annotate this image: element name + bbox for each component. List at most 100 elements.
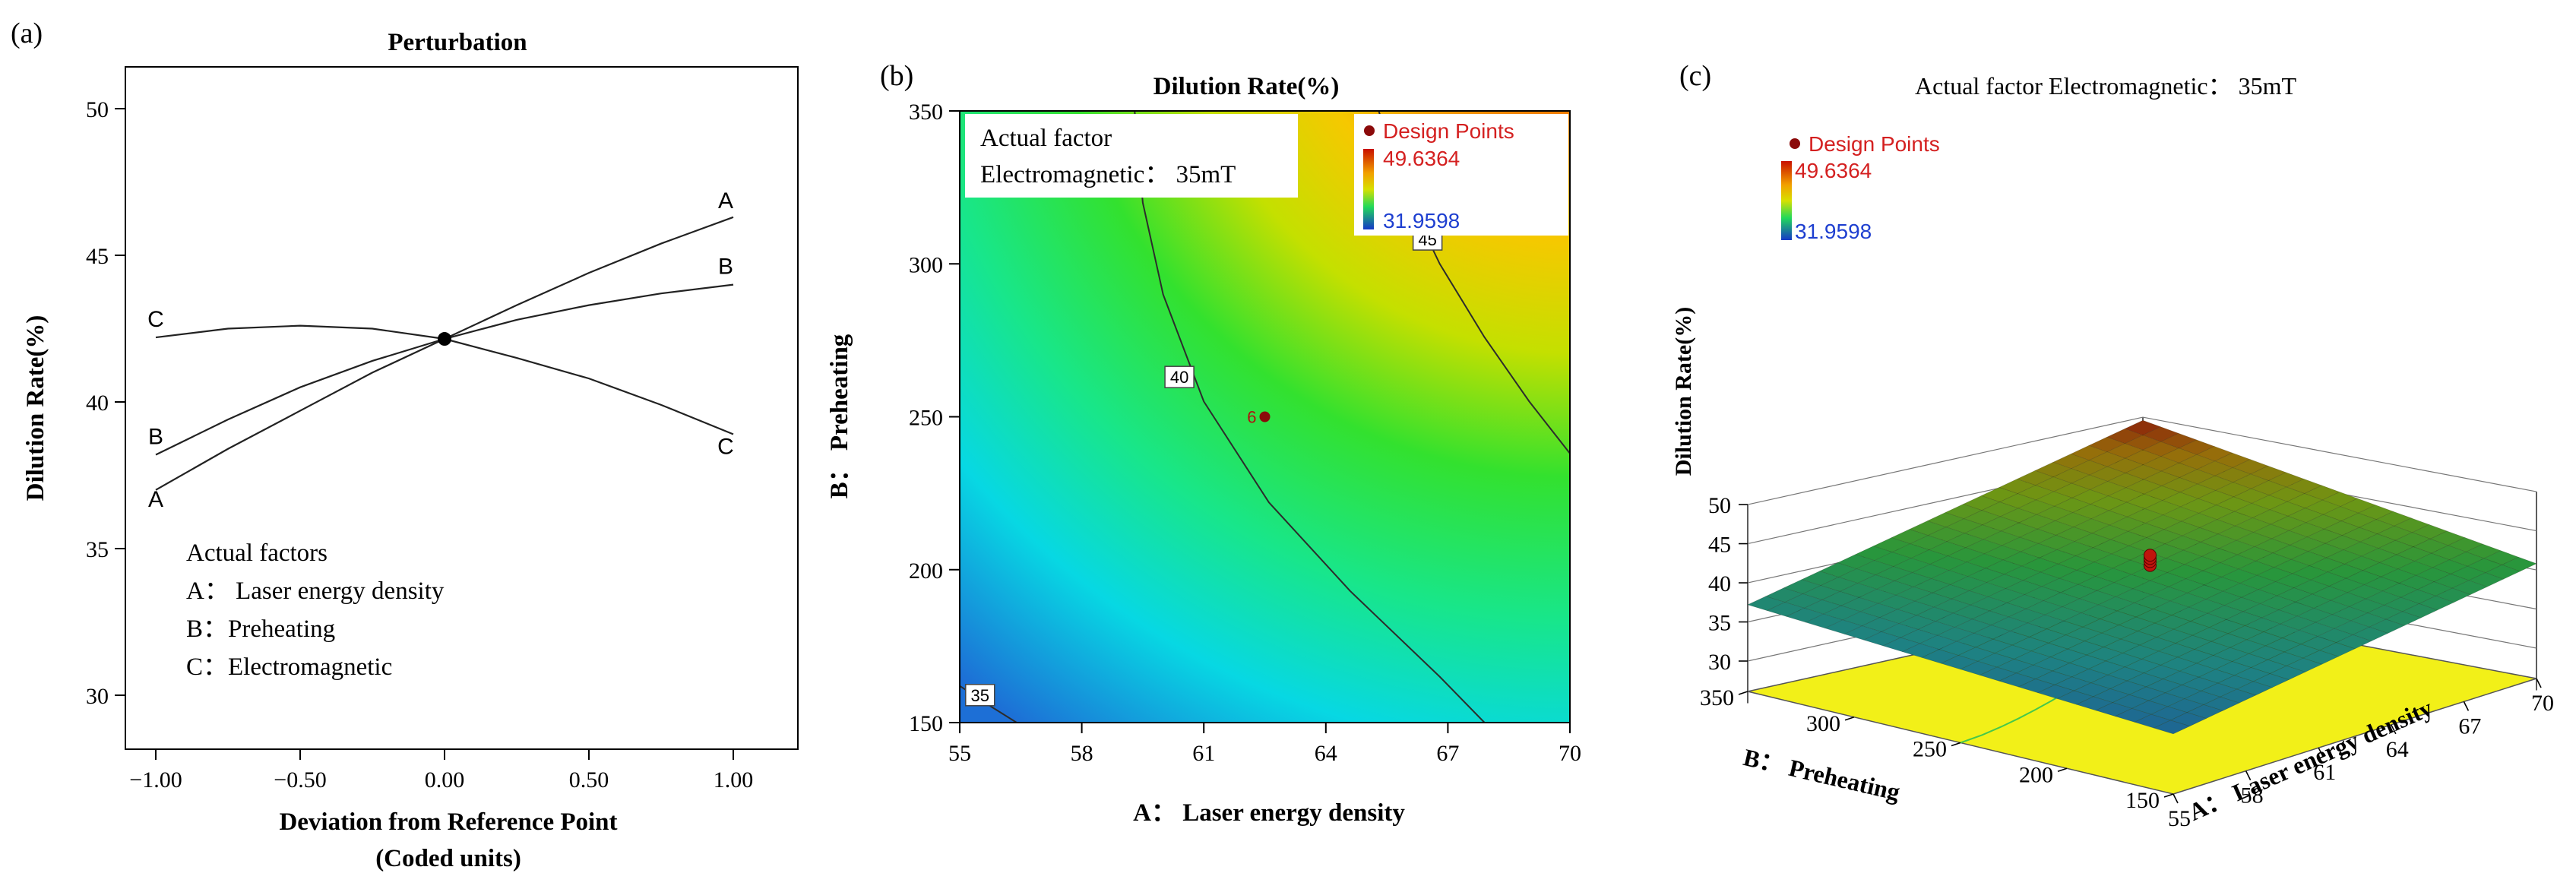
panel-c-z-tick-label: 30 [1708, 650, 1731, 675]
panel-c-x-tick [2463, 701, 2470, 711]
panel-c-surface-cell [2218, 539, 2255, 555]
panel-c-design-points [2144, 549, 2157, 572]
panel-c-surface-cell [2057, 555, 2095, 571]
panel-c-surface-cell [2292, 565, 2329, 581]
panel-c-surface-cell [1960, 660, 1998, 675]
panel-c-surface-cell [2220, 568, 2258, 584]
panel-a-y-tick-label: 45 [86, 244, 109, 269]
panel-a-title: Perturbation [388, 29, 527, 56]
panel-c-surface-cell [1900, 629, 1938, 644]
panel-b-legend-min: 31.9598 [1383, 209, 1460, 233]
panel-a-perturbation: (a) Perturbation −1.00 −0.50 0.00 0.50 1.00 3… [11, 17, 799, 872]
panel-c-surface-cell [2313, 600, 2350, 615]
panel-a-factor-c: C：Electromagnetic [186, 653, 392, 681]
panel-b-factor-line2: Electromagnetic： 35mT [980, 161, 1236, 188]
panel-c-legend-min: 31.9598 [1795, 220, 1872, 243]
panel-c-surface-cell [2468, 572, 2505, 587]
panel-b-legend-title: Design Points [1383, 119, 1514, 143]
panel-b-colorbar [1363, 149, 1374, 229]
panel-c-surface-cell [2179, 498, 2217, 514]
panel-c-label: (c) [1679, 60, 1711, 92]
panel-c-surface-cell [2142, 456, 2180, 472]
panel-c-surface-cell [1980, 487, 2018, 503]
panel-c-surface-cell [2087, 660, 2126, 675]
panel-c-surface-cell [2214, 482, 2252, 498]
panel-c-surface-cell [2080, 604, 2119, 619]
panel-c-surface-cell [1990, 616, 2029, 631]
panel-c-surface-cell [2028, 628, 2067, 644]
panel-c-surface-cell [1952, 604, 1991, 620]
panel-c-surface-cell [2015, 664, 2054, 679]
panel-c-surface-cell [2112, 559, 2150, 575]
panel-c-x-tick-label: 61 [2313, 760, 2336, 785]
panel-c-surface-cell [2153, 720, 2191, 735]
panel-c-surface-cell [2106, 473, 2144, 489]
panel-c-surface-cell [2258, 581, 2295, 596]
panel-c-surface-cell [2126, 672, 2164, 688]
panel-c-surface-cell [2283, 644, 2321, 659]
panel-c-surface-cell [1908, 520, 1947, 536]
panel-b-contour-label-box [965, 684, 995, 707]
panel-c-surface-cell [2071, 460, 2109, 476]
panel-c-z-tick-label: 50 [1708, 493, 1731, 518]
panel-b-contour-label-box [1164, 365, 1195, 388]
panel-c-surface-cell [1878, 609, 1917, 624]
panel-a-factor-b: B：Preheating [186, 615, 335, 643]
panel-c-surface-cell [2156, 628, 2194, 644]
panel-b-design-points: 6 [1247, 408, 1271, 427]
panel-b-x-tick-label: 64 [1315, 741, 1337, 766]
panel-c-surface-cell [1882, 637, 1921, 653]
panel-a-series: A A B B C C [147, 188, 734, 512]
panel-c-x-tick-label: 58 [2241, 783, 2264, 808]
panel-c-x-tick-label: 67 [2458, 713, 2481, 739]
panel-c-surface-cell [2435, 587, 2471, 603]
panel-a-series-label-right: C [717, 434, 734, 459]
panel-c-surface-cell [2207, 605, 2244, 620]
panel-c-surface-cell [2216, 511, 2254, 527]
panel-c-surface-cell [2073, 518, 2111, 534]
panel-c-surface-cell [1935, 612, 1973, 628]
panel-a-y-tick-label: 30 [86, 684, 109, 709]
panel-c-y-axis-label: B： Preheating [1741, 743, 1903, 805]
panel-c-surface-cell [2149, 572, 2187, 587]
panel-c-z-tick-label: 45 [1708, 533, 1731, 558]
panel-b-x-tick-label: 67 [1436, 741, 1459, 766]
panel-c-x-tick-label: 64 [2386, 737, 2409, 762]
panel-a-y-axis-label: Dilution Rate(%) [22, 315, 49, 501]
panel-b-contour-line-40 [1134, 111, 1486, 723]
panel-c-x-tick-label: 55 [2168, 806, 2191, 831]
panel-c-surface-cell [2005, 580, 2043, 595]
panel-c-z-gridline [1747, 416, 2537, 505]
panel-b-x-tick-label: 58 [1071, 741, 1093, 766]
panel-b-legend-box [1354, 114, 1568, 236]
panel-a-factor-a: A： Laser energy density [186, 577, 445, 605]
panel-c-surface-cell [2071, 489, 2109, 505]
panel-c-y-tick [1844, 716, 1855, 721]
panel-c-x-tick [2536, 678, 2542, 688]
panel-a-reference-point [438, 332, 451, 346]
panel-a-series-label-right: A [718, 188, 733, 214]
panel-a-series-line-b [155, 283, 734, 456]
panel-c-title: Actual factor Electromagnetic： 35mT [1915, 72, 2296, 100]
panel-c-surface-cell [2398, 574, 2435, 590]
panel-c-y-tick [1738, 691, 1748, 695]
panel-a-x-tick-label: −0.50 [274, 767, 326, 793]
panel-c-surface-cell [2037, 535, 2075, 550]
panel-c-surface-cell [2049, 648, 2087, 663]
panel-c-surface-cell [2020, 543, 2058, 558]
panel-c-y-tick-label: 150 [2125, 788, 2160, 813]
panel-c-surface-cell [2161, 492, 2199, 508]
panel-c-surface-cell [2152, 600, 2190, 615]
panel-a-x-axis-label-line1: Deviation from Reference Point [279, 808, 617, 836]
panel-c-surface-cell [1971, 610, 2010, 625]
panel-a-plot-frame [125, 66, 799, 750]
panel-c-surface-cell [2002, 551, 2040, 567]
panel-c-surface-cell [2334, 620, 2370, 635]
panel-c-surface-cell [2327, 564, 2364, 579]
panel-c-colorbar [1781, 161, 1792, 240]
panel-c-surface-cell [1921, 649, 1960, 664]
panel-b-x-tick-label: 55 [948, 741, 971, 766]
panel-c-surface-cell [2088, 436, 2126, 453]
panel-c-surface-cell [2219, 688, 2257, 704]
